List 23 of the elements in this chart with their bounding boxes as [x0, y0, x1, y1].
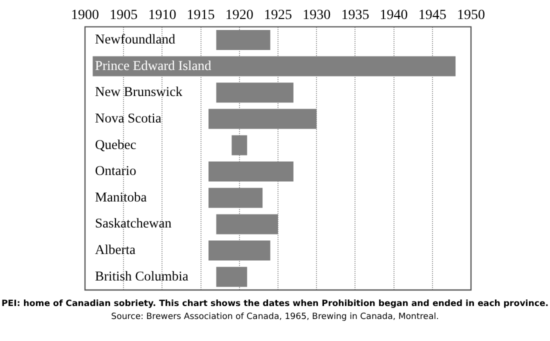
y-tick-label: Saskatchewan — [95, 216, 172, 231]
y-tick-label: New Brunswick — [95, 84, 183, 100]
y-tick-label: Manitoba — [95, 189, 147, 204]
y-tick-label: Prince Edward Island — [95, 58, 212, 73]
x-tick-label: 1915 — [186, 8, 215, 24]
y-tick-label: Ontario — [95, 163, 136, 178]
x-tick-label: 1900 — [71, 8, 99, 24]
x-tick-label: 1910 — [148, 8, 176, 24]
x-tick-label: 1945 — [418, 8, 446, 24]
x-tick-label: 1920 — [225, 8, 254, 24]
x-tick-label: 1925 — [264, 8, 292, 24]
x-tick-label: 1930 — [302, 8, 331, 24]
y-tick-label: Alberta — [95, 242, 136, 258]
source-note: Source: Brewers Association of Canada, 1965, Brewing in Canada, Montreal. — [110, 311, 440, 324]
y-tick-label: British Columbia — [95, 268, 188, 284]
x-tick-label: 1935 — [341, 8, 370, 24]
text: PEI: home of Canadian sobriety. This chart shows the dates when Prohibition began and ended in each province. — [0, 298, 550, 311]
y-tick-label: Quebec — [95, 136, 136, 152]
x-tick-label: 1905 — [110, 8, 138, 24]
x-tick-label: 1940 — [380, 8, 408, 24]
x-tick-label: 1950 — [457, 8, 485, 24]
y-tick-label: Nova Scotia — [95, 110, 162, 126]
y-tick-label: Newfoundland — [95, 32, 176, 47]
